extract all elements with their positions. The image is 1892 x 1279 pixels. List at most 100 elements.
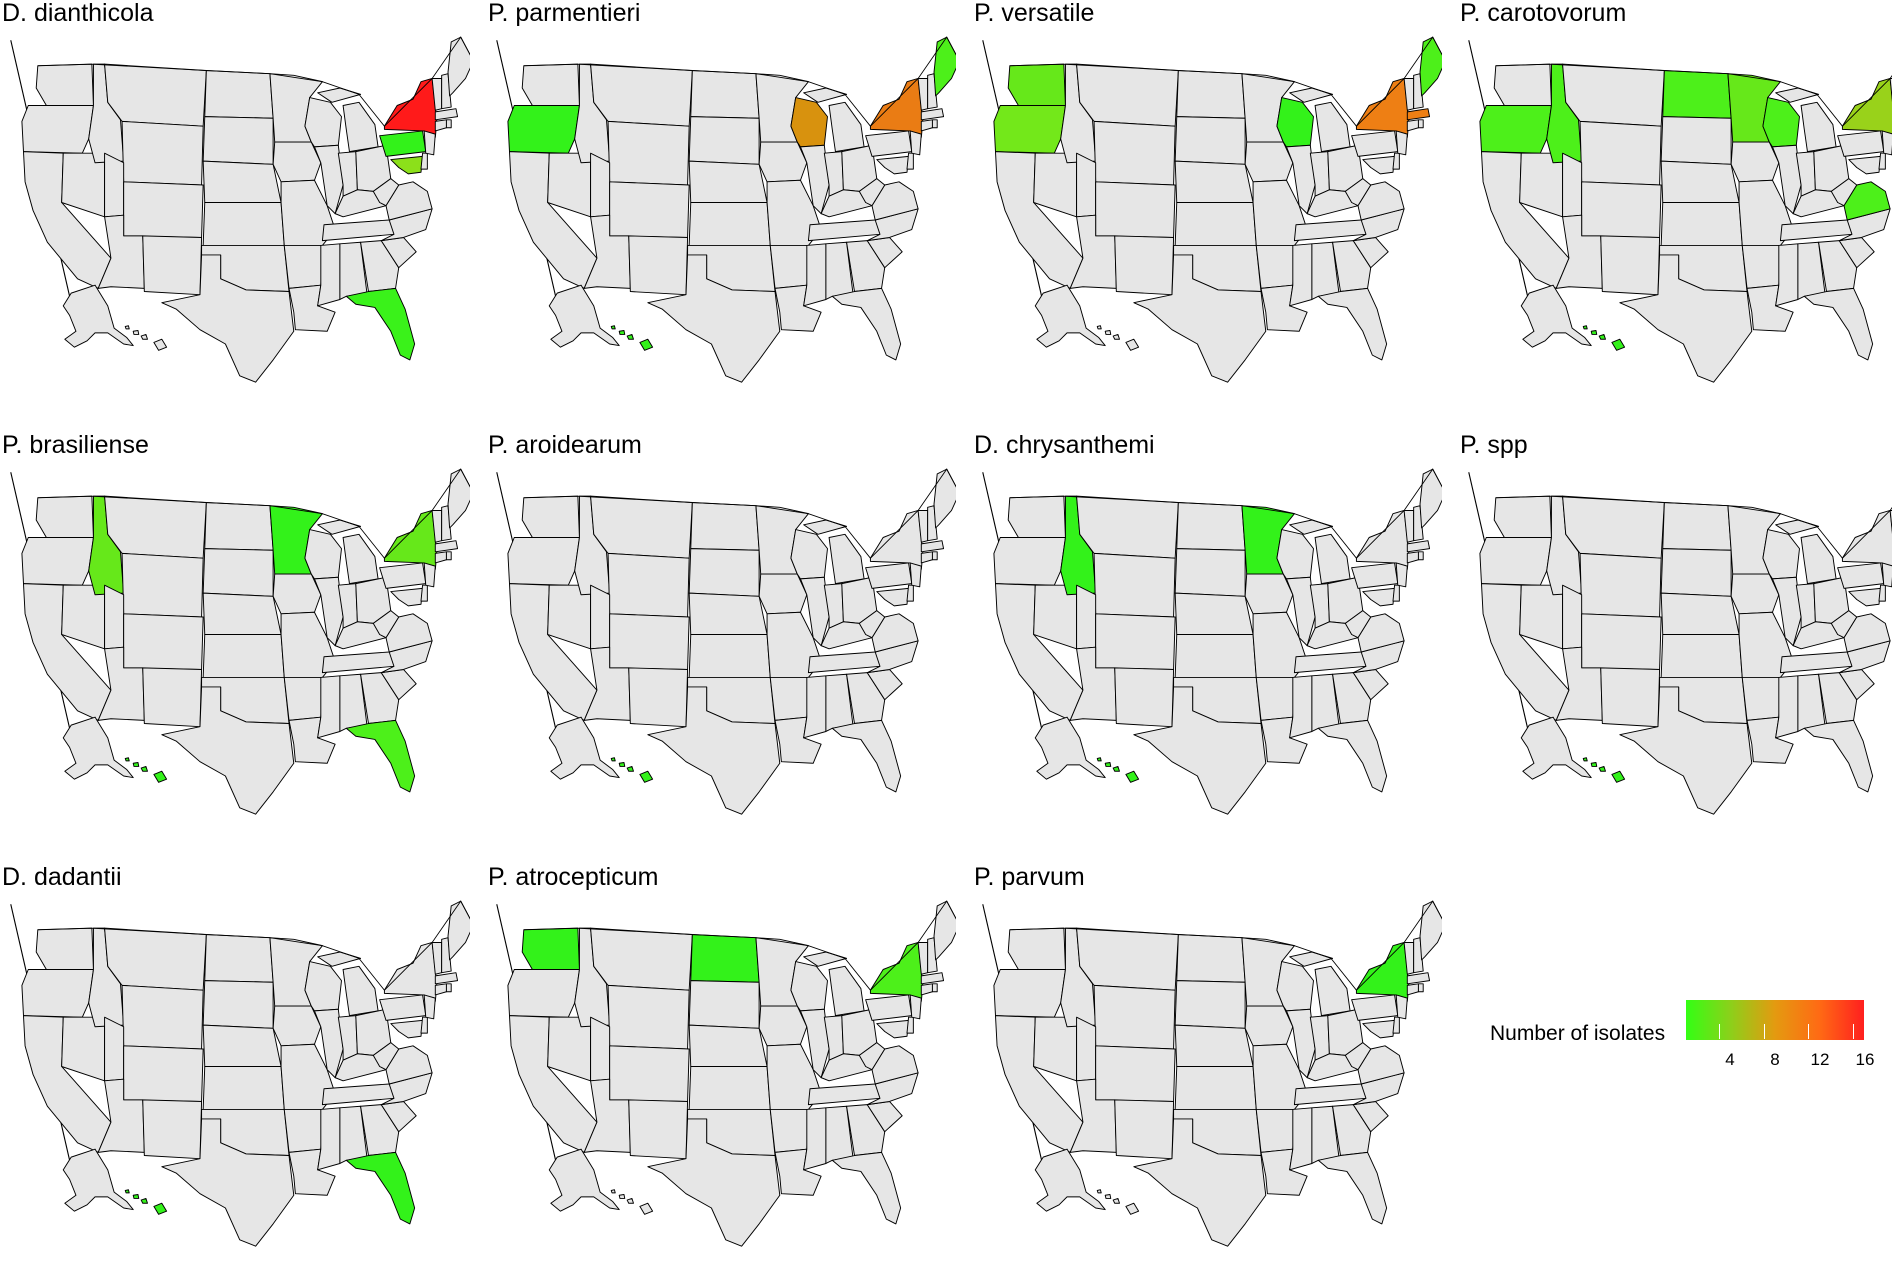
border-line: [37, 36, 470, 127]
state-fl: [831, 1151, 902, 1225]
state-me: [1419, 36, 1442, 97]
state-ut: [104, 1016, 125, 1082]
state-nj: [909, 562, 922, 588]
state-wa: [35, 495, 94, 540]
legend-tick-mark: [1808, 1024, 1809, 1039]
panel-title: P. spp: [1460, 431, 1528, 459]
state-pa: [865, 562, 913, 589]
state-ri: [931, 983, 938, 993]
map-panel: D. dianthicola: [0, 0, 470, 415]
state-pa: [1351, 130, 1399, 157]
state-ar: [283, 244, 323, 289]
state-sd: [688, 116, 760, 165]
state-de: [906, 152, 914, 170]
state-ar: [1255, 676, 1295, 721]
border-line: [37, 900, 470, 991]
state-nd: [1176, 70, 1246, 119]
state-nd: [1176, 934, 1246, 983]
state-me: [447, 468, 470, 529]
state-me: [933, 900, 956, 961]
state-ne: [1174, 1024, 1254, 1067]
map-panel: P. parvum: [972, 863, 1442, 1279]
state-ia: [1244, 1005, 1294, 1047]
state-hi: [1582, 325, 1626, 351]
state-wa: [1007, 495, 1066, 540]
map-panel: D. chrysanthemi: [972, 431, 1442, 847]
us-state-map: [10, 36, 470, 383]
state-pa: [865, 994, 913, 1021]
state-ms: [317, 675, 341, 739]
state-wi: [304, 961, 342, 1012]
state-wv: [858, 1042, 886, 1071]
state-ct: [434, 119, 447, 132]
state-ut: [590, 152, 611, 218]
state-ms: [317, 243, 341, 307]
state-tx: [161, 686, 295, 815]
state-sd: [1174, 980, 1246, 1029]
panel-title: P. carotovorum: [1460, 0, 1627, 27]
state-wy: [607, 120, 690, 186]
state-de: [1878, 584, 1886, 602]
state-sd: [202, 116, 274, 165]
state-md: [1848, 587, 1882, 607]
border-line: [523, 468, 956, 559]
state-de: [420, 584, 428, 602]
state-wi: [304, 529, 342, 580]
us-state-map: [1468, 472, 1892, 815]
state-wv: [858, 178, 886, 207]
state-sd: [688, 980, 760, 1029]
state-nm: [142, 235, 203, 296]
state-co: [1581, 613, 1662, 670]
state-wa: [1493, 63, 1552, 108]
state-nd: [690, 934, 760, 983]
state-fl: [831, 287, 902, 361]
state-nj: [1395, 562, 1408, 588]
state-ia: [1244, 573, 1294, 615]
state-or: [507, 537, 580, 586]
state-ny: [869, 509, 924, 570]
us-state-map: [982, 900, 1442, 1247]
state-nm: [628, 1099, 689, 1160]
state-fl: [1317, 719, 1388, 793]
us-state-map: [10, 468, 470, 815]
state-md: [1362, 155, 1396, 175]
state-co: [1095, 181, 1176, 238]
state-ny: [1355, 941, 1410, 1002]
state-tx: [1133, 686, 1267, 815]
state-ar: [769, 1108, 809, 1153]
state-ks: [688, 1066, 771, 1110]
state-ne: [1174, 592, 1254, 635]
state-wa: [35, 927, 94, 972]
state-ut: [590, 1016, 611, 1082]
border-line: [37, 468, 470, 559]
state-md: [1848, 155, 1882, 175]
state-wv: [1344, 178, 1372, 207]
state-hi: [610, 1189, 654, 1215]
state-ct: [434, 551, 447, 564]
panel-title: P. aroidearum: [488, 431, 642, 459]
state-md: [390, 587, 424, 607]
state-wi: [790, 97, 828, 148]
state-mt: [1076, 495, 1179, 559]
state-hi: [124, 325, 168, 351]
state-ms: [803, 243, 827, 307]
state-mt: [590, 63, 693, 127]
state-ne: [1660, 592, 1740, 635]
state-ny: [1841, 77, 1892, 138]
state-ct: [920, 119, 933, 132]
panel-title: D. chrysanthemi: [974, 431, 1155, 459]
state-pa: [1837, 130, 1885, 157]
state-ks: [202, 202, 285, 246]
state-ia: [272, 573, 322, 615]
state-fl: [1317, 287, 1388, 361]
state-wv: [372, 610, 400, 639]
state-nj: [1395, 994, 1408, 1020]
legend-title: Number of isolates: [1490, 1022, 1666, 1045]
border-line: [1495, 63, 1892, 127]
state-de: [1392, 584, 1400, 602]
state-ks: [1174, 202, 1257, 246]
state-nd: [690, 502, 760, 551]
state-ak: [1034, 284, 1106, 348]
us-state-map: [496, 468, 956, 815]
state-wv: [1830, 178, 1858, 207]
